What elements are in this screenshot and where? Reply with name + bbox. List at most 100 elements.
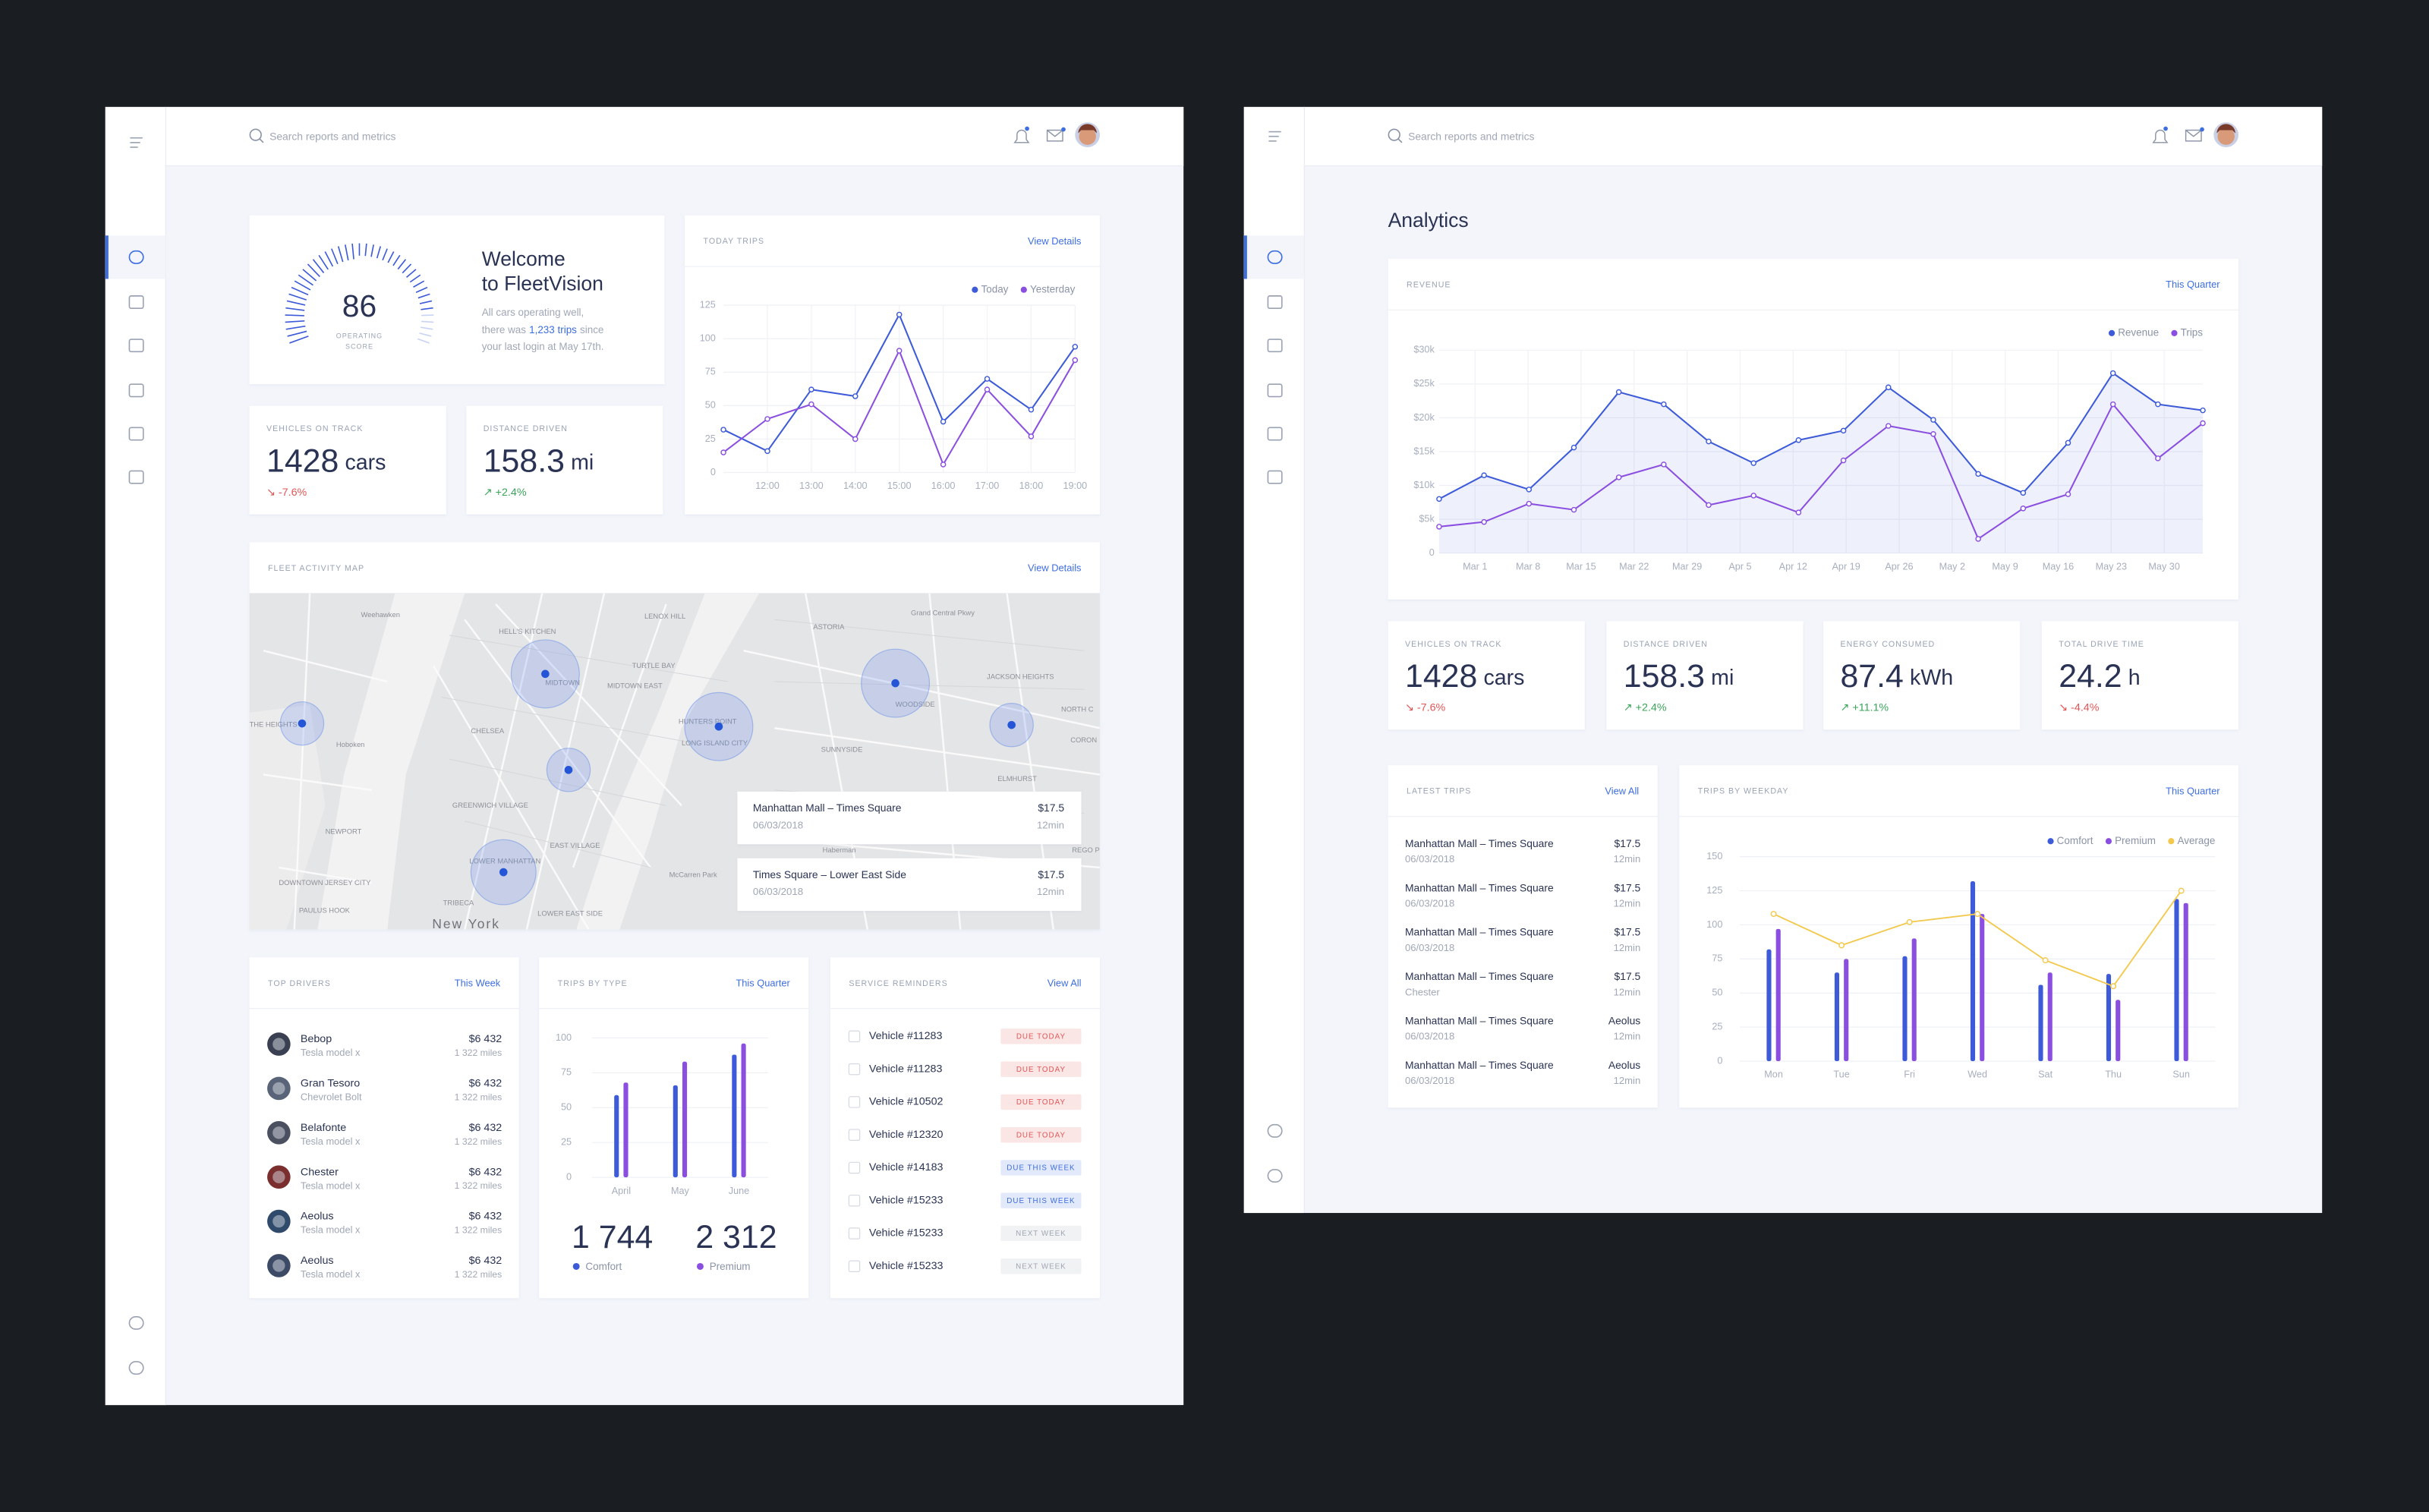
sidebar-icon[interactable] (130, 137, 143, 148)
legend-label: Premium (2115, 835, 2156, 846)
card-link[interactable]: View Details (1028, 562, 1081, 573)
driver-miles: 1 322 miles (455, 1225, 502, 1236)
map-label: LOWER MANHATTAN (469, 857, 540, 865)
vehicle-dot[interactable] (499, 868, 508, 877)
sidebar-icon[interactable] (128, 1315, 144, 1330)
point (2020, 506, 2027, 512)
vehicle-dot[interactable] (1007, 720, 1016, 729)
sidebar-icon[interactable] (128, 339, 144, 353)
card-link[interactable]: View All (1048, 977, 1082, 988)
card-link[interactable]: View All (1605, 785, 1639, 796)
trips-link[interactable]: 1,233 trips (529, 323, 577, 335)
sidebar-icon[interactable] (105, 235, 166, 279)
x-tick-label: Apr 19 (1832, 561, 1860, 572)
point (1028, 406, 1035, 413)
x-tick-label: May 30 (2148, 561, 2179, 572)
gauge-tick (387, 251, 395, 263)
point (1840, 427, 1847, 434)
card-link[interactable]: This Quarter (2166, 279, 2220, 290)
card-link[interactable]: This Week (455, 977, 501, 988)
mail-icon[interactable] (1046, 127, 1066, 142)
sidebar-icon[interactable] (128, 470, 144, 484)
checkbox[interactable] (848, 1194, 861, 1207)
card-link[interactable]: This Quarter (736, 977, 790, 988)
vehicle: Vehicle #11283 (869, 1063, 943, 1075)
point (1795, 437, 1802, 443)
notification-icon[interactable] (1013, 126, 1030, 143)
card-title: FLEET ACTIVITY MAP (268, 564, 364, 573)
sidebar-icon[interactable] (1267, 383, 1283, 398)
user-avatar[interactable] (2213, 122, 2238, 147)
sidebar-icon[interactable] (1267, 470, 1283, 484)
search-box[interactable]: Search reports and metrics (249, 128, 396, 143)
sidebar-icon[interactable] (1267, 427, 1283, 441)
mail (1047, 129, 1063, 137)
checkbox[interactable] (848, 1063, 861, 1076)
sidebar-icon[interactable] (128, 427, 144, 441)
point (1072, 357, 1079, 364)
map-label: PAULUS HOOK (299, 907, 351, 915)
checkbox[interactable] (848, 1129, 861, 1141)
status-text: DUE TODAY (1016, 1066, 1066, 1074)
sidebar-icon[interactable] (1267, 1123, 1283, 1138)
driver-amount: $6 432 (469, 1166, 502, 1178)
map-label: Weehawken (361, 611, 400, 619)
sidebar-icon[interactable] (1268, 131, 1281, 142)
vehicle-dot[interactable] (564, 766, 573, 774)
gauge-tick (318, 254, 329, 270)
trip-card[interactable] (737, 791, 1082, 845)
sidebar-icon[interactable] (128, 383, 144, 398)
stat-unit: cars (345, 450, 386, 474)
y-tick-label: 125 (1706, 885, 1722, 896)
sidebar-icon[interactable] (1267, 295, 1283, 310)
sidebar-icon[interactable] (1267, 1169, 1283, 1183)
sidebar-icon[interactable] (128, 1361, 144, 1375)
search-icon (1388, 128, 1400, 141)
x-tick-label: 19:00 (1063, 480, 1088, 491)
point (1526, 500, 1533, 507)
legend-swatch (972, 286, 978, 293)
vehicle-dot[interactable] (541, 669, 550, 679)
point (1615, 389, 1622, 395)
checkbox[interactable] (848, 1260, 861, 1273)
user-avatar[interactable] (1075, 122, 1100, 147)
map-label: LOWER EAST SIDE (537, 910, 603, 918)
trip-card[interactable] (737, 858, 1082, 912)
card-link[interactable]: View Details (1028, 235, 1081, 247)
x-tick-label: May 2 (1939, 561, 1965, 572)
gauge-tick (298, 274, 313, 286)
x-tick-label: Mar 29 (1672, 561, 1702, 572)
card-link[interactable]: This Quarter (2166, 785, 2220, 796)
mail-icon[interactable] (2185, 127, 2204, 142)
y-tick-label: 25 (1712, 1021, 1722, 1032)
vehicle-dot[interactable] (298, 719, 307, 728)
checkbox[interactable] (848, 1096, 861, 1108)
checkbox[interactable] (848, 1030, 861, 1043)
y-tick-label: 0 (566, 1171, 572, 1182)
sidebar-icon[interactable] (1243, 235, 1305, 279)
x-tick-label: May 9 (1992, 561, 2018, 572)
gauge-tick (392, 254, 401, 266)
vehicle-dot[interactable] (714, 722, 723, 731)
map-label: McCarren Park (669, 871, 717, 879)
status-text: NEXT WEEK (1016, 1262, 1066, 1271)
notification-icon[interactable] (2152, 126, 2169, 143)
point (1885, 423, 1892, 429)
bar (1902, 956, 1908, 1062)
x-tick-label: Apr 12 (1779, 561, 1807, 572)
vehicle-dot[interactable] (891, 679, 899, 688)
y-tick-label: $10k (1413, 480, 1435, 490)
status-text: DUE TODAY (1016, 1098, 1066, 1107)
point (1706, 502, 1712, 509)
checkbox[interactable] (848, 1227, 861, 1240)
sidebar-icon[interactable] (128, 295, 144, 310)
checkbox[interactable] (848, 1161, 861, 1174)
legend-swatch (696, 1262, 704, 1270)
x-tick-label: May 16 (2043, 561, 2074, 572)
point (1930, 431, 1936, 437)
status-badge (1000, 1258, 1082, 1274)
icon (1267, 1169, 1283, 1183)
sidebar-icon[interactable] (1267, 339, 1283, 353)
search-box[interactable]: Search reports and metrics (1388, 128, 1535, 143)
line (1438, 372, 2204, 500)
